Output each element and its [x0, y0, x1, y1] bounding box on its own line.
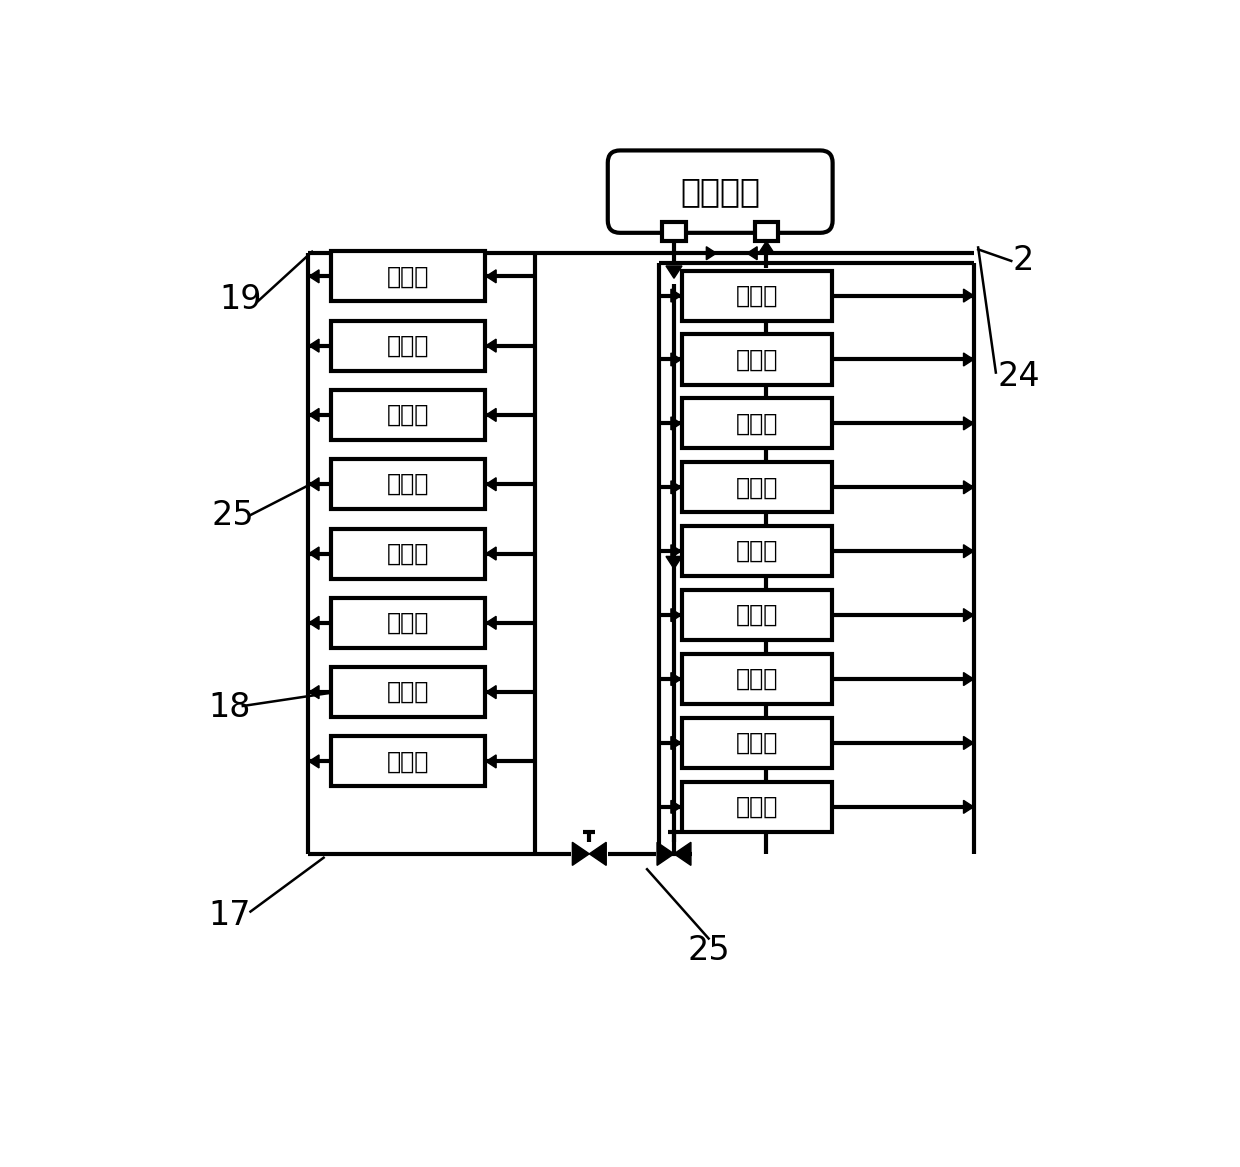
Polygon shape — [309, 340, 319, 352]
Text: 电池包: 电池包 — [735, 284, 777, 308]
Polygon shape — [309, 755, 319, 768]
Text: 冷水机组: 冷水机组 — [681, 175, 760, 208]
Text: 电池包: 电池包 — [735, 795, 777, 819]
Bar — [682, 654, 832, 704]
Polygon shape — [309, 408, 319, 421]
Polygon shape — [309, 686, 319, 699]
Polygon shape — [671, 736, 681, 749]
Bar — [682, 271, 832, 321]
Text: 电池包: 电池包 — [735, 668, 777, 691]
Polygon shape — [707, 246, 717, 260]
Polygon shape — [486, 547, 496, 560]
Bar — [331, 668, 485, 718]
Polygon shape — [963, 672, 973, 685]
Bar — [662, 222, 686, 242]
Polygon shape — [963, 801, 973, 813]
Polygon shape — [963, 417, 973, 429]
Bar — [682, 782, 832, 832]
Polygon shape — [671, 481, 681, 494]
Polygon shape — [486, 755, 496, 768]
Bar — [331, 598, 485, 648]
Text: 电池包: 电池包 — [735, 348, 777, 371]
Polygon shape — [486, 477, 496, 491]
Polygon shape — [671, 545, 681, 558]
Text: 25: 25 — [687, 934, 730, 966]
Bar — [682, 718, 832, 768]
Polygon shape — [671, 609, 681, 622]
Text: 电池包: 电池包 — [387, 473, 429, 496]
Bar — [331, 321, 485, 371]
Polygon shape — [657, 843, 675, 866]
Polygon shape — [486, 340, 496, 352]
Polygon shape — [486, 616, 496, 629]
Bar — [331, 459, 485, 509]
Polygon shape — [589, 843, 606, 866]
Text: 电池包: 电池包 — [735, 412, 777, 435]
Text: 电池包: 电池包 — [387, 749, 429, 774]
Polygon shape — [963, 352, 973, 366]
Polygon shape — [759, 242, 775, 253]
Polygon shape — [666, 266, 682, 278]
Bar — [331, 251, 485, 301]
Bar — [682, 335, 832, 384]
Polygon shape — [963, 289, 973, 302]
FancyBboxPatch shape — [608, 151, 832, 233]
Text: 电池包: 电池包 — [387, 541, 429, 566]
Polygon shape — [675, 843, 691, 866]
Polygon shape — [963, 736, 973, 749]
Text: 电池包: 电池包 — [735, 539, 777, 564]
Bar — [331, 390, 485, 440]
Text: 2: 2 — [1013, 244, 1034, 278]
Polygon shape — [671, 801, 681, 813]
Polygon shape — [309, 547, 319, 560]
Polygon shape — [309, 270, 319, 282]
Text: 18: 18 — [208, 691, 250, 724]
Text: 电池包: 电池包 — [387, 265, 429, 288]
Text: 17: 17 — [208, 899, 250, 932]
Text: 电池包: 电池包 — [387, 334, 429, 357]
Text: 电池包: 电池包 — [387, 403, 429, 427]
Text: 电池包: 电池包 — [735, 731, 777, 755]
Text: 电池包: 电池包 — [387, 680, 429, 704]
Polygon shape — [671, 417, 681, 429]
Bar — [682, 398, 832, 448]
Bar — [682, 526, 832, 576]
Polygon shape — [486, 270, 496, 282]
Polygon shape — [309, 616, 319, 629]
Text: 19: 19 — [219, 282, 262, 316]
Text: 电池包: 电池包 — [387, 610, 429, 635]
Polygon shape — [671, 352, 681, 366]
Bar — [331, 736, 485, 787]
Polygon shape — [486, 408, 496, 421]
Polygon shape — [671, 672, 681, 685]
Text: 电池包: 电池包 — [735, 475, 777, 499]
Polygon shape — [666, 557, 682, 568]
Bar — [755, 222, 777, 242]
Bar — [682, 462, 832, 512]
Text: 25: 25 — [212, 498, 254, 531]
Polygon shape — [748, 246, 758, 260]
Polygon shape — [486, 686, 496, 699]
Polygon shape — [573, 843, 589, 866]
Polygon shape — [963, 609, 973, 622]
Polygon shape — [963, 545, 973, 558]
Polygon shape — [671, 289, 681, 302]
Bar — [331, 529, 485, 579]
Polygon shape — [309, 477, 319, 491]
Text: 24: 24 — [997, 359, 1040, 393]
Text: 电池包: 电池包 — [735, 603, 777, 627]
Bar — [682, 591, 832, 641]
Polygon shape — [963, 481, 973, 494]
